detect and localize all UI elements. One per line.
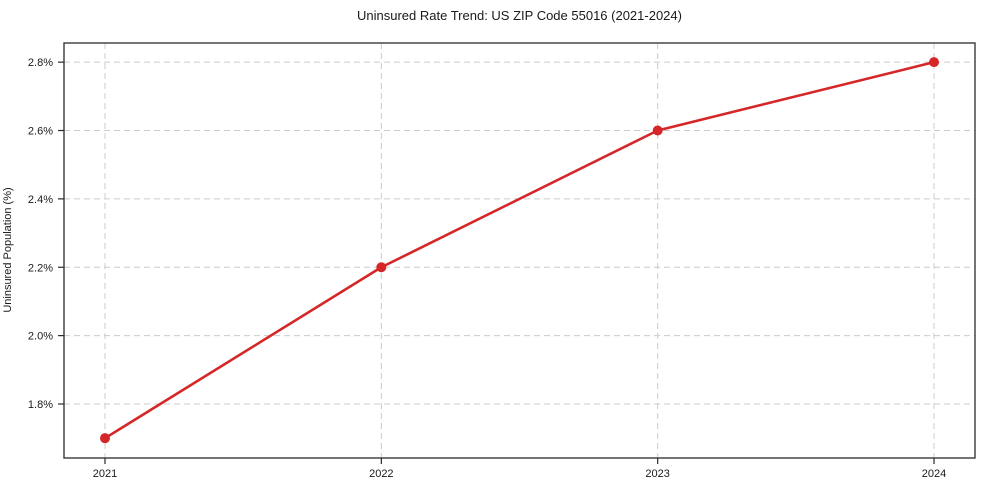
y-tick-label: 2.8% bbox=[28, 57, 53, 69]
y-tick-label: 2.0% bbox=[28, 331, 53, 343]
plot-border bbox=[63, 42, 976, 459]
data-point bbox=[652, 125, 663, 136]
y-axis-label: Uninsured Population (%) bbox=[2, 187, 14, 313]
data-point bbox=[376, 262, 387, 273]
x-tick-label: 2021 bbox=[93, 468, 117, 480]
x-tick-label: 2024 bbox=[922, 468, 946, 480]
data-line bbox=[103, 60, 936, 440]
y-tick-label: 2.4% bbox=[28, 194, 53, 206]
y-tick-label: 1.8% bbox=[28, 399, 53, 411]
x-tick-label: 2022 bbox=[369, 468, 393, 480]
y-tick-label: 2.2% bbox=[28, 262, 53, 274]
chart-title: Uninsured Rate Trend: US ZIP Code 55016 … bbox=[357, 8, 682, 23]
x-tick-label: 2023 bbox=[645, 468, 669, 480]
data-point bbox=[929, 57, 940, 68]
data-point bbox=[99, 433, 110, 444]
y-tick-label: 2.6% bbox=[28, 126, 53, 138]
